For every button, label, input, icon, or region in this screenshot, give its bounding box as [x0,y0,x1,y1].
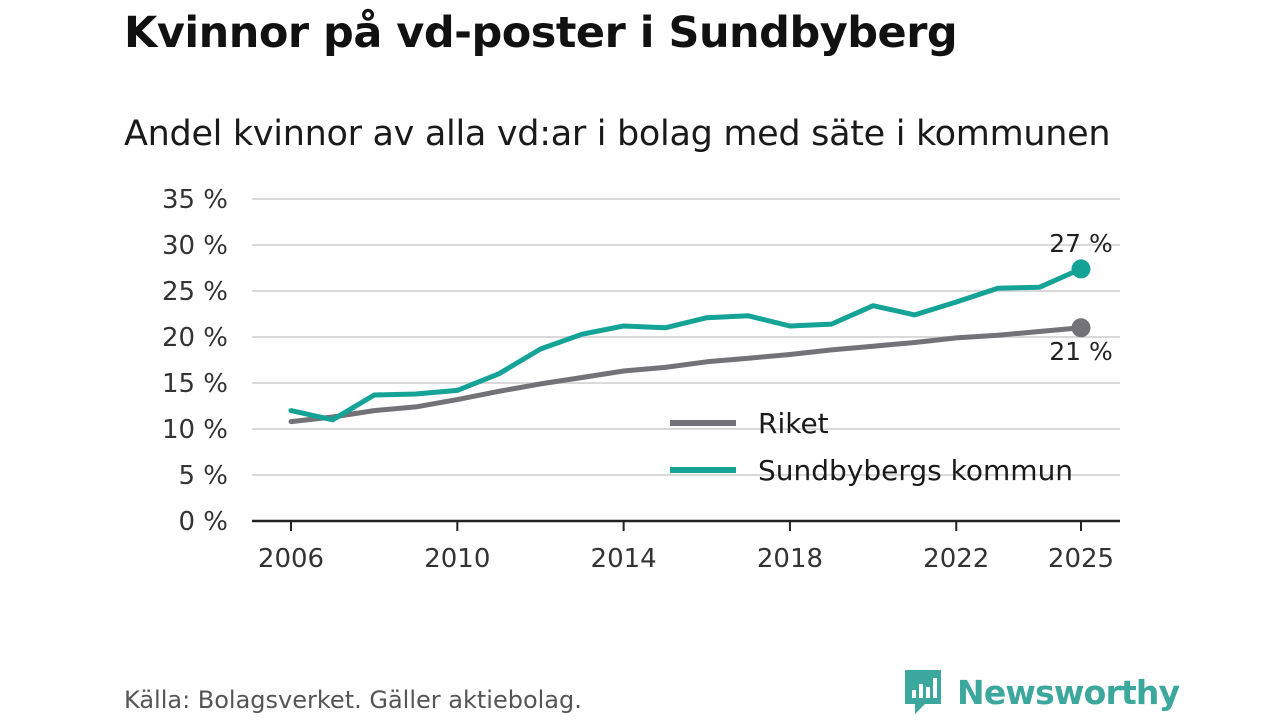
y-tick-label: 20 % [162,323,228,353]
x-tick-label: 2022 [923,544,989,574]
y-tick-label: 35 % [162,185,228,215]
x-tick-label: 2014 [591,544,657,574]
y-tick-label: 10 % [162,415,228,445]
chart-title: Kvinnor på vd-poster i Sundbyberg [124,8,958,58]
newsworthy-logo-icon [905,670,941,714]
y-tick-label: 25 % [162,277,228,307]
series-end-marker-0 [1071,318,1091,338]
brand-name: Newsworthy [957,672,1180,712]
series-end-label-1: 27 % [1049,229,1113,258]
y-tick-label: 5 % [178,461,228,491]
x-tick-label: 2006 [258,544,324,574]
series-end-label-0: 21 % [1049,337,1113,366]
y-tick-label: 0 % [178,507,228,537]
brand-logo[interactable]: Newsworthy [903,668,1180,716]
x-tick-label: 2025 [1048,544,1114,574]
chart-subtitle: Andel kvinnor av alla vd:ar i bolag med … [124,114,1111,154]
legend-label-0: Riket [758,407,829,440]
legend-label-1: Sundbybergs kommun [758,454,1073,487]
y-tick-label: 30 % [162,231,228,261]
series-end-marker-1 [1071,259,1091,279]
x-tick-label: 2018 [757,544,823,574]
x-tick-label: 2010 [424,544,490,574]
series-line-1 [288,266,1084,423]
y-tick-label: 15 % [162,369,228,399]
series-line-0 [288,325,1084,425]
source-note: Källa: Bolagsverket. Gäller aktiebolag. [124,686,582,714]
